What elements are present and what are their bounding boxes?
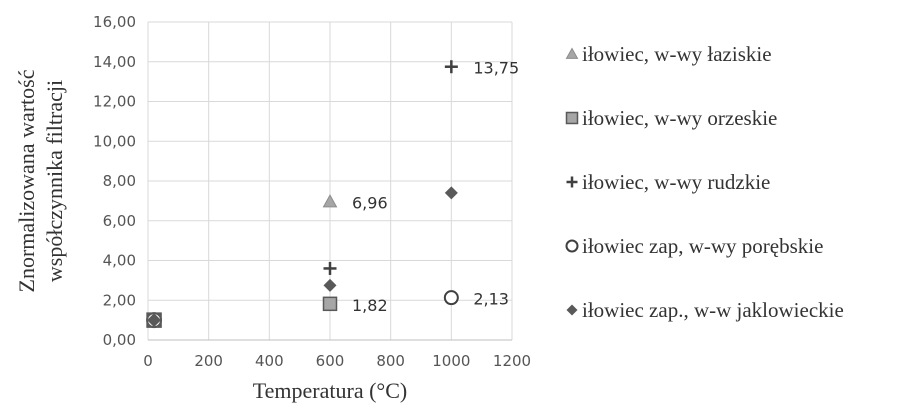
data-point-diamond bbox=[444, 186, 458, 200]
legend-label: iłowiec zap., w-w jaklowieckie bbox=[582, 298, 844, 322]
legend-label: iłowiec, w-wy łaziskie bbox=[582, 42, 772, 66]
y-tick-label: 10,00 bbox=[93, 132, 136, 150]
x-tick-label: 800 bbox=[376, 352, 405, 370]
y-tick-label: 4,00 bbox=[103, 252, 136, 270]
legend-label: iłowiec zap, w-wy porębskie bbox=[582, 234, 823, 258]
x-tick-label: 600 bbox=[316, 352, 345, 370]
data-point-plus bbox=[444, 60, 458, 74]
data-label: 1,82 bbox=[352, 296, 388, 315]
y-axis-title-line-1: Znormalizowana wartość bbox=[14, 69, 39, 292]
x-tick-label: 1000 bbox=[432, 352, 470, 370]
y-tick-label: 14,00 bbox=[93, 53, 136, 71]
legend-marker-plus bbox=[566, 176, 578, 188]
x-tick-label: 200 bbox=[194, 352, 223, 370]
data-point-diamond bbox=[323, 278, 337, 292]
legend-marker-triangle bbox=[565, 47, 579, 59]
plot-area: 0 200 400 600 800 1000 1200 0,00 2,00 4,00 6,00 8,0… bbox=[93, 13, 531, 370]
legend-marker-circle bbox=[565, 239, 579, 253]
y-tick-label: 2,00 bbox=[103, 291, 136, 309]
y-tick-label: 8,00 bbox=[103, 172, 136, 190]
data-label: 13,75 bbox=[473, 59, 519, 78]
y-axis-title-line-2: współczynnika filtracji bbox=[42, 80, 67, 282]
data-point-triangle bbox=[322, 194, 338, 208]
data-point-plus bbox=[323, 261, 337, 275]
legend-label: iłowiec, w-wy orzeskie bbox=[582, 106, 777, 130]
x-axis-title: Temperatura (°C) bbox=[253, 378, 407, 403]
legend-label: iłowiec, w-wy rudzkie bbox=[582, 170, 770, 194]
data-point-square bbox=[322, 296, 338, 312]
data-label: 6,96 bbox=[352, 194, 388, 213]
data-label: 2,13 bbox=[473, 290, 509, 309]
x-tick-label: 1200 bbox=[493, 352, 531, 370]
data-point-circle bbox=[443, 290, 459, 306]
x-tick-label: 0 bbox=[143, 352, 153, 370]
legend-marker-diamond bbox=[566, 304, 578, 316]
y-tick-label: 12,00 bbox=[93, 93, 136, 111]
x-tick-label: 400 bbox=[255, 352, 284, 370]
data-point-diamond bbox=[147, 313, 162, 328]
y-tick-label: 0,00 bbox=[103, 331, 136, 349]
y-tick-label: 6,00 bbox=[103, 212, 136, 230]
legend-marker-square bbox=[565, 111, 579, 125]
y-tick-label: 16,00 bbox=[93, 13, 136, 31]
legend: iłowiec, w-wy łaziskie iłowiec, w-wy orze… bbox=[565, 42, 844, 322]
